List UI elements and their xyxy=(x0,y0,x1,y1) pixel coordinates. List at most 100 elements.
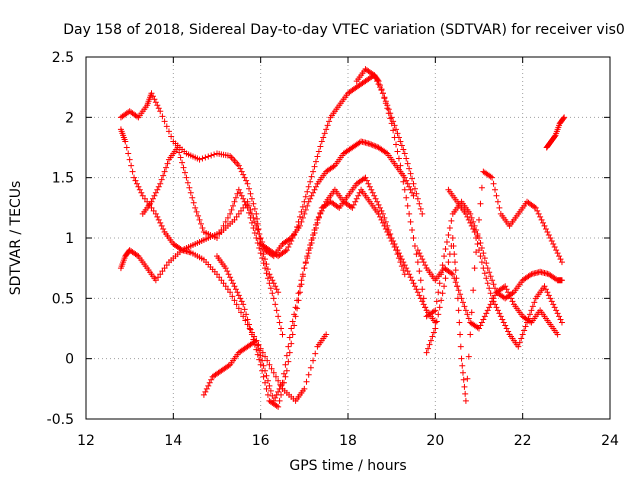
data-point xyxy=(486,285,493,292)
data-point xyxy=(372,75,379,82)
x-tick-label: 14 xyxy=(164,433,182,449)
data-point xyxy=(311,163,318,170)
data-point xyxy=(251,205,258,212)
data-point xyxy=(304,255,311,262)
data-point xyxy=(260,260,267,267)
data-point xyxy=(132,177,139,184)
data-point xyxy=(457,291,464,298)
data-point xyxy=(259,255,266,262)
data-point xyxy=(419,210,426,217)
data-point xyxy=(308,173,315,180)
data-point xyxy=(531,203,538,210)
data-point xyxy=(471,228,478,235)
data-point xyxy=(455,307,462,314)
data-point xyxy=(379,219,386,226)
data-point xyxy=(477,253,484,260)
data-point xyxy=(547,295,554,302)
data-point xyxy=(224,286,231,293)
data-point xyxy=(558,277,565,284)
data-point xyxy=(442,246,449,253)
data-point xyxy=(401,174,408,181)
data-point xyxy=(262,353,269,360)
data-point xyxy=(299,273,306,280)
data-point xyxy=(154,213,161,220)
data-point xyxy=(385,231,392,238)
data-point xyxy=(307,178,314,185)
data-point xyxy=(503,286,510,293)
data-point xyxy=(369,189,376,196)
data-point xyxy=(417,205,424,212)
data-point xyxy=(384,105,391,112)
data-point xyxy=(136,186,143,193)
data-point xyxy=(253,346,260,353)
data-point xyxy=(312,183,319,190)
data-point xyxy=(126,156,133,163)
data-point xyxy=(478,319,485,326)
data-point xyxy=(234,190,241,197)
data-point xyxy=(476,247,482,254)
data-point xyxy=(554,310,561,317)
data-point xyxy=(397,162,404,169)
data-point xyxy=(222,283,229,290)
data-point xyxy=(368,141,375,148)
data-point xyxy=(305,371,312,378)
data-point xyxy=(233,301,240,308)
data-point xyxy=(266,361,273,368)
data-point xyxy=(240,171,247,178)
data-point xyxy=(407,170,414,177)
data-point xyxy=(326,118,333,125)
data-point xyxy=(416,200,423,207)
data-point xyxy=(477,322,484,329)
data-point xyxy=(181,169,188,176)
data-point xyxy=(273,286,280,293)
data-point xyxy=(388,114,395,121)
data-point xyxy=(465,216,472,223)
data-point xyxy=(496,310,503,317)
data-point xyxy=(151,192,158,199)
data-point xyxy=(161,118,168,125)
data-point xyxy=(141,195,148,202)
data-point xyxy=(557,316,564,323)
data-point xyxy=(432,319,439,326)
data-point xyxy=(234,289,241,296)
data-point xyxy=(432,325,439,332)
data-point xyxy=(544,289,551,296)
data-point xyxy=(538,216,545,223)
data-point xyxy=(554,250,561,257)
data-point xyxy=(548,238,555,245)
data-point xyxy=(227,210,234,217)
data-point xyxy=(152,210,159,217)
data-point xyxy=(292,228,299,235)
data-point xyxy=(443,239,450,246)
data-point xyxy=(459,299,466,306)
data-point xyxy=(266,280,273,287)
data-point xyxy=(385,226,392,233)
data-point xyxy=(493,304,500,311)
data-point xyxy=(423,349,430,356)
data-point xyxy=(163,123,170,130)
data-point xyxy=(291,322,298,329)
data-point xyxy=(393,141,400,148)
data-point xyxy=(160,225,167,232)
data-point xyxy=(524,319,531,326)
data-point xyxy=(492,285,499,292)
x-tick-label: 12 xyxy=(77,433,95,449)
data-point xyxy=(374,78,381,85)
data-point xyxy=(161,168,168,175)
data-point xyxy=(259,357,266,364)
data-point xyxy=(413,251,420,258)
data-point xyxy=(551,133,558,140)
data-point xyxy=(476,325,482,332)
data-point xyxy=(470,287,477,294)
data-point xyxy=(289,235,296,241)
data-point xyxy=(478,259,485,266)
data-point xyxy=(526,311,533,318)
data-point xyxy=(400,259,407,266)
data-point xyxy=(455,287,462,294)
data-point xyxy=(435,289,442,296)
data-point xyxy=(231,198,238,205)
data-point xyxy=(334,203,341,210)
data-point xyxy=(377,204,384,211)
data-point xyxy=(390,127,397,134)
data-point xyxy=(393,244,400,251)
